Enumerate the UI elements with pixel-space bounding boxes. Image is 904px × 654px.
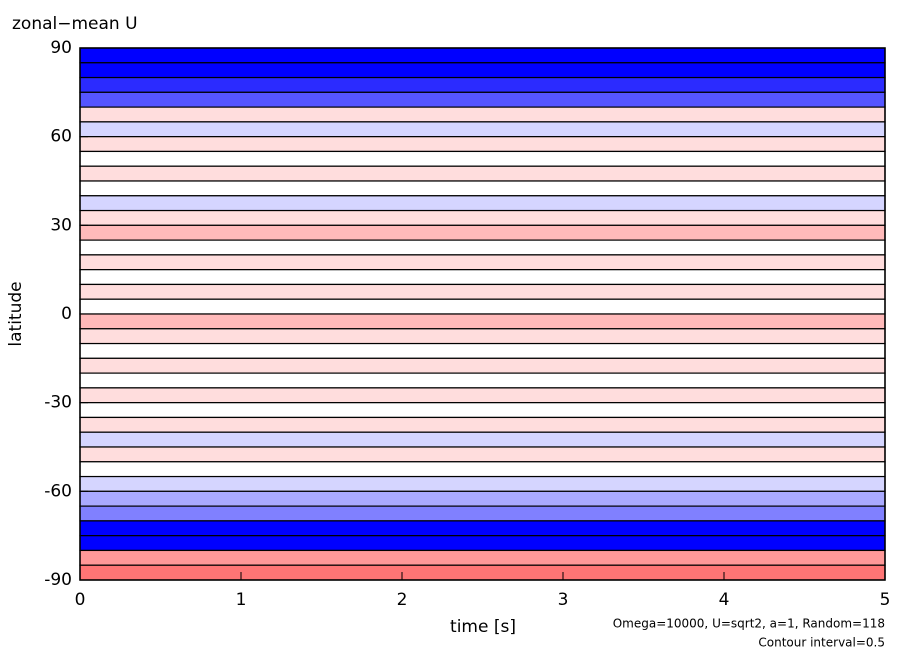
contour-band [79, 461, 886, 478]
x-tick-label: 0 [75, 590, 86, 610]
contour-band [79, 180, 886, 197]
contour-band [79, 165, 886, 182]
contour-band [79, 431, 886, 448]
contour-band [79, 313, 886, 330]
contour-band [79, 62, 886, 79]
contour-band [79, 195, 886, 212]
contour-band [79, 106, 886, 123]
contour-band [79, 357, 886, 374]
contour-band [79, 446, 886, 463]
x-tick-label: 2 [397, 590, 408, 610]
contour-band [79, 549, 886, 566]
y-tick-label: -90 [44, 570, 72, 590]
contour-band [79, 224, 886, 241]
x-tick-label: 4 [719, 590, 730, 610]
y-tick-label: -60 [44, 481, 72, 501]
contour-band [79, 564, 886, 581]
contour-band [79, 520, 886, 537]
contour-band [79, 535, 886, 552]
contour-band [79, 76, 886, 93]
contour-band [79, 342, 886, 359]
annotation: Contour interval=0.5 [758, 636, 885, 650]
contour-band [79, 505, 886, 522]
contour-band [79, 91, 886, 108]
x-tick-label: 5 [880, 590, 891, 610]
contour-band [79, 490, 886, 507]
y-tick-label: -30 [44, 393, 72, 413]
annotation: Omega=10000, U=sqrt2, a=1, Random=118 [613, 617, 885, 631]
contour-band [79, 254, 886, 271]
y-tick-label: 60 [50, 127, 72, 147]
y-tick-label: 30 [50, 215, 72, 235]
y-tick-label: 90 [50, 38, 72, 58]
contour-band [79, 283, 886, 300]
contour-band [79, 328, 886, 345]
x-axis-label: time [s] [450, 617, 516, 637]
contour-band [79, 47, 886, 64]
x-tick-label: 3 [558, 590, 569, 610]
contour-band [79, 150, 886, 167]
contour-band [79, 239, 886, 256]
contour-band [79, 475, 886, 492]
contour-band [79, 121, 886, 138]
contour-band [79, 209, 886, 226]
x-tick-label: 1 [236, 590, 247, 610]
contour-band [79, 269, 886, 286]
contour-band [79, 136, 886, 153]
y-axis-label: latitude [6, 281, 26, 346]
y-tick-label: 0 [61, 304, 72, 324]
contour-band [79, 372, 886, 389]
contour-band [79, 402, 886, 419]
contour-band [79, 416, 886, 433]
chart-title: zonal−mean U [12, 14, 138, 34]
contour-band [79, 387, 886, 404]
contour-band [79, 298, 886, 315]
